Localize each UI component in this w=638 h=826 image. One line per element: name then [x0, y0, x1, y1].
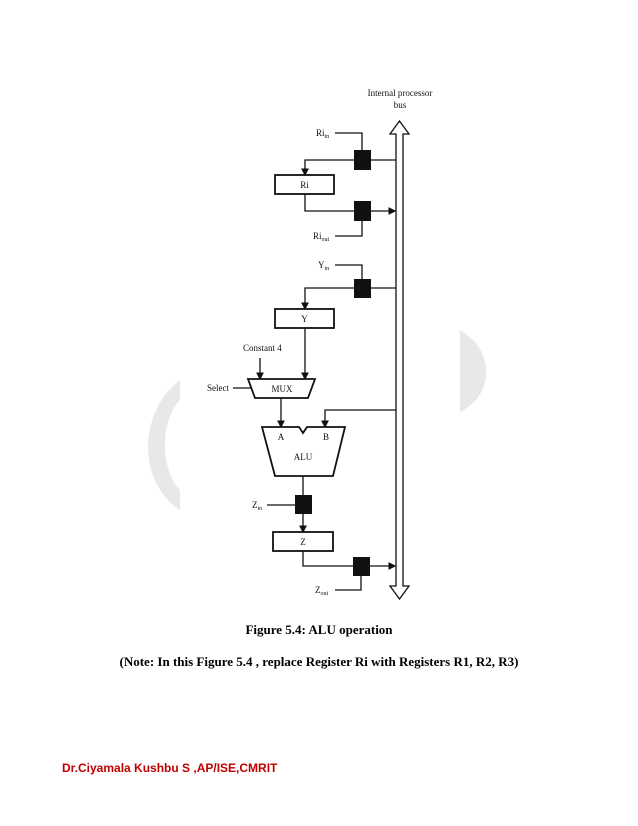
mux-label: MUX: [271, 384, 293, 394]
ri-label: Ri: [300, 180, 309, 190]
page-footer: Dr.Ciyamala Kushbu S ,AP/ISE,CMRIT: [62, 761, 278, 775]
bus-label: Internal processor: [368, 88, 433, 98]
figure-note: (Note: In this Figure 5.4 , replace Regi…: [119, 654, 519, 669]
watermark-right: [460, 330, 487, 412]
internal-bus: [388, 119, 411, 601]
gate-y-in: [354, 279, 371, 298]
gate-z-out: [353, 557, 370, 576]
mux: [246, 378, 317, 399]
gate-z-in: [295, 495, 312, 514]
z-label: Z: [300, 537, 306, 547]
alu-label: ALU: [294, 452, 313, 462]
watermark-left: [148, 380, 180, 510]
gate-ri-out: [354, 201, 371, 221]
alu-b-label: B: [323, 432, 329, 442]
figure-caption: Figure 5.4: ALU operation: [245, 622, 393, 637]
ri-in-label: Riin: [316, 128, 329, 140]
alu: [260, 426, 347, 477]
y-label: Y: [301, 314, 308, 324]
alu-a-label: A: [278, 432, 285, 442]
select-label: Select: [207, 383, 229, 393]
y-in-label: Yin: [318, 260, 329, 272]
z-out-label: Zout: [315, 585, 329, 597]
bus-label-2: bus: [394, 100, 407, 110]
z-in-label: Zin: [252, 500, 262, 512]
constant-label: Constant 4: [243, 343, 282, 353]
gate-ri-in: [354, 150, 371, 170]
ri-out-label: Riout: [313, 231, 330, 243]
